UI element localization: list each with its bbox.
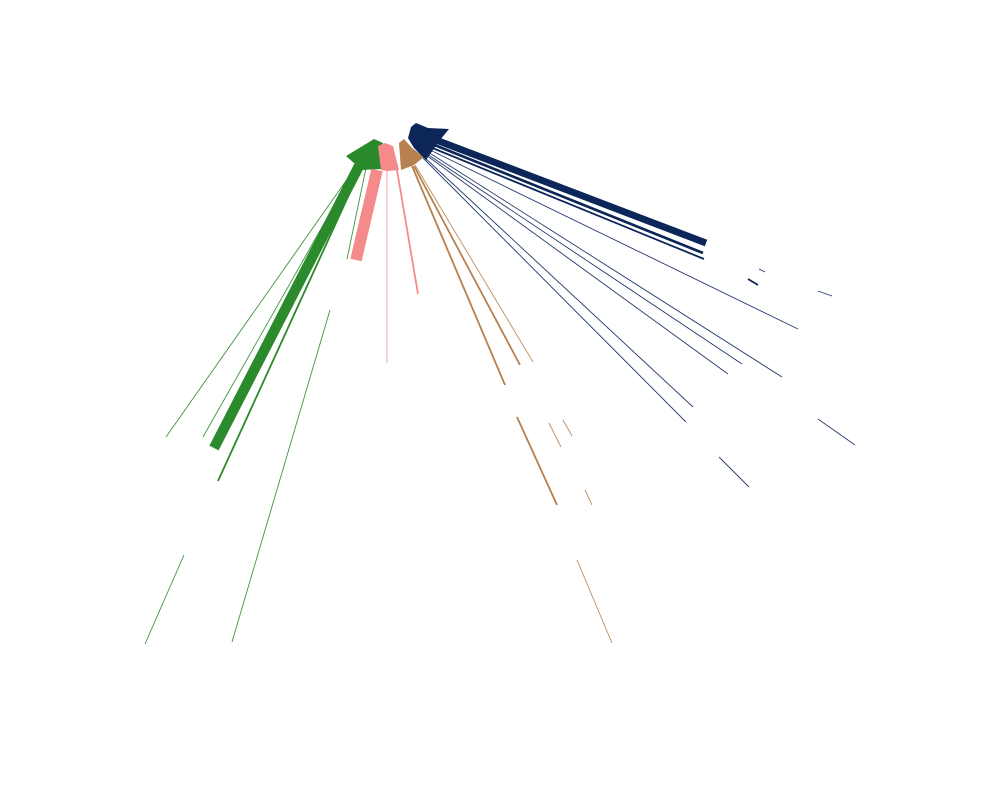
flow-navy-14	[718, 456, 750, 488]
flow-navy-9	[422, 157, 687, 423]
flow-layer	[144, 136, 856, 645]
flow-tan-6	[562, 419, 573, 437]
flow-tan-1	[411, 165, 506, 386]
flow-navy-8	[423, 156, 694, 408]
flow-tan-3	[414, 164, 534, 363]
flow-pink-1	[350, 168, 383, 262]
flow-green-7	[231, 309, 331, 643]
flow-tan-8	[576, 559, 613, 644]
flow-green-4	[217, 165, 363, 482]
flow-navy-3	[429, 146, 705, 260]
flow-green-3	[209, 161, 365, 451]
arc-segment-navy	[408, 123, 449, 160]
flow-navy-10	[747, 278, 759, 286]
flow-green-5	[346, 167, 367, 260]
flow-tan-5	[548, 422, 562, 448]
flow-navy-5	[427, 151, 783, 378]
flow-navy-11	[758, 268, 766, 273]
flow-tan-2	[413, 165, 521, 366]
arc-layer	[346, 123, 449, 171]
flow-navy-7	[425, 154, 729, 375]
flow-navy-12	[817, 290, 833, 297]
arc-segment-pink	[378, 143, 399, 171]
flow-tan-4	[516, 416, 558, 506]
flow-tan-7	[584, 489, 593, 506]
flow-navy-6	[426, 153, 743, 365]
arc-segment-tan	[399, 139, 424, 170]
flow-pink-3	[396, 169, 419, 295]
arc-segment-green	[346, 139, 383, 170]
flow-green-1	[165, 157, 363, 438]
flow-green-6	[144, 554, 185, 645]
flow-navy-4	[429, 149, 799, 330]
flow-navy-13	[817, 418, 856, 446]
flow-navy-2	[431, 142, 704, 255]
flow-navy-1	[434, 136, 708, 247]
